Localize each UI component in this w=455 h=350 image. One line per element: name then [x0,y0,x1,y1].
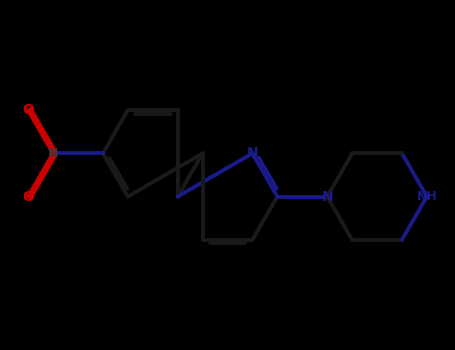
Text: O: O [22,103,34,117]
Text: N: N [48,147,58,160]
Text: N: N [247,146,258,160]
Text: O: O [22,190,34,204]
Text: N: N [321,190,333,204]
Text: NH: NH [416,190,437,203]
